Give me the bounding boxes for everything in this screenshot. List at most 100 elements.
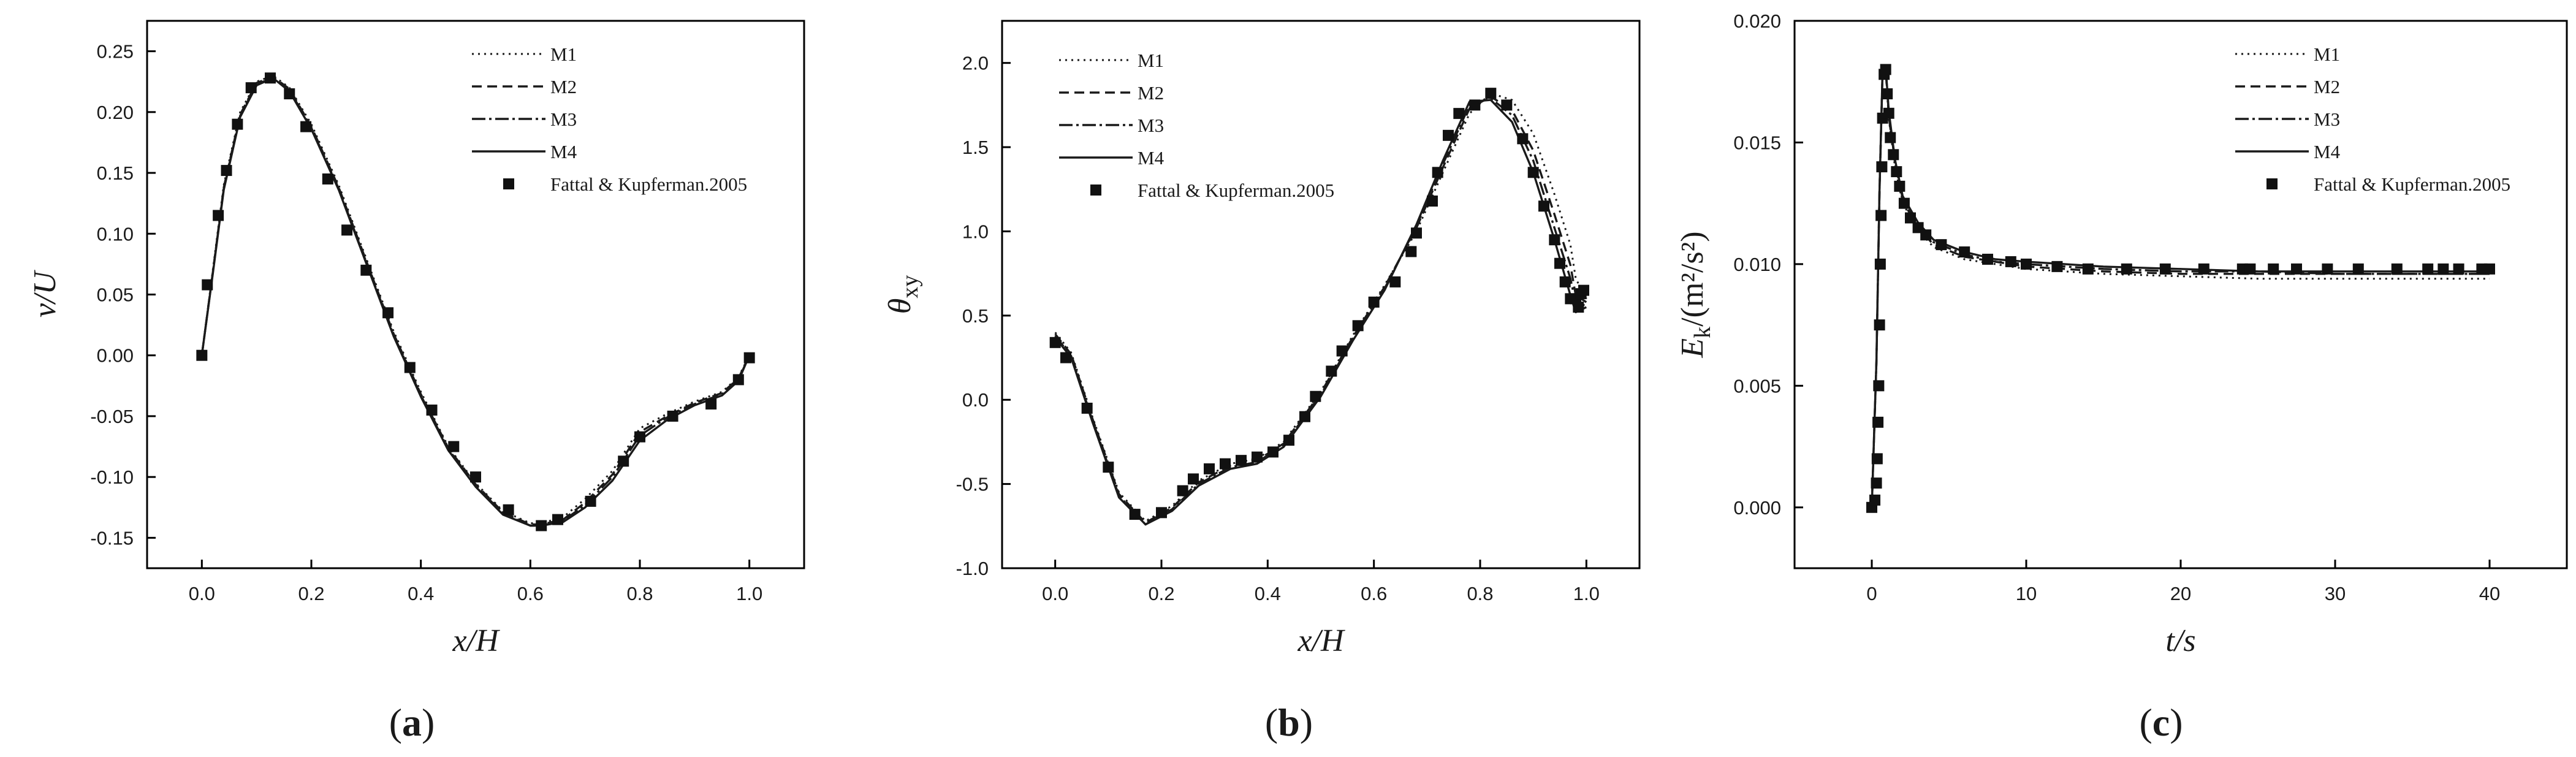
reference-marker (284, 88, 295, 100)
reference-marker (634, 431, 645, 443)
reference-marker (1869, 494, 1881, 506)
reference-marker (1883, 107, 1894, 119)
reference-marker (1573, 302, 1584, 313)
reference-marker (1874, 258, 1886, 270)
series-line-m3 (1054, 97, 1587, 526)
reference-marker (1236, 455, 1247, 466)
reference-marker (743, 352, 755, 363)
y-axis-title-subscript: xy (897, 275, 923, 299)
x-tick-label: 1.0 (736, 583, 762, 604)
series-line-m3 (200, 77, 751, 527)
reference-marker (341, 224, 353, 236)
reference-marker (1427, 196, 1438, 207)
reference-marker (1898, 197, 1910, 209)
y-tick-label: 0.05 (97, 284, 134, 306)
reference-marker (1060, 352, 1071, 363)
reference-marker (503, 504, 514, 515)
reference-marker (2437, 263, 2449, 275)
reference-marker (1885, 132, 1896, 143)
reference-marker (1469, 99, 1481, 111)
legend-label: M2 (2314, 76, 2340, 97)
panel-c: 0 10 20 30 40 0.000 0.005 0.010 0.015 0.020 t/s Ek/… (1675, 10, 2568, 744)
legend-label: Fattal & Kupferman.2005 (2314, 173, 2510, 195)
reference-marker (1188, 473, 1199, 485)
y-tick-label: 2.0 (962, 53, 989, 74)
reference-marker (470, 471, 481, 483)
y-tick-label: -0.05 (90, 406, 134, 427)
reference-marker (1527, 167, 1539, 178)
reference-marker (382, 307, 394, 319)
series-line-m1 (1871, 70, 2490, 508)
panel-label-open-paren: ( (1265, 701, 1278, 744)
reference-marker (300, 121, 312, 132)
y-tick-label: 0.015 (1733, 132, 1781, 153)
reference-marker (552, 514, 563, 525)
y-tick-label: 0.0 (962, 389, 989, 411)
reference-marker (1252, 451, 1263, 463)
reference-marker (1875, 210, 1887, 221)
legend-label: M4 (2314, 141, 2341, 162)
y-axis-title-main: θ (883, 299, 918, 314)
reference-marker (1411, 227, 1422, 239)
legend-label: M4 (1138, 147, 1165, 169)
reference-marker (1871, 477, 1882, 489)
reference-marker (221, 165, 232, 177)
reference-marker (1129, 509, 1141, 520)
reference-marker (618, 455, 629, 467)
panel-label-letter: a (402, 701, 422, 744)
x-tick-label: 0.0 (1042, 583, 1068, 604)
reference-marker (2198, 263, 2209, 275)
reference-marker (1443, 129, 1454, 141)
reference-marker (2352, 263, 2364, 275)
reference-marker (2244, 263, 2256, 275)
legend-label: M4 (550, 141, 577, 162)
legend-swatch-reference (1090, 184, 1101, 196)
x-axis-title: x/H (1297, 623, 1345, 658)
x-tick-label: 0 (1866, 583, 1877, 604)
legend-swatch-reference (2266, 178, 2278, 189)
reference-marker (732, 374, 744, 386)
reference-marker (1888, 149, 1899, 161)
y-tick-label: 0.000 (1733, 497, 1781, 519)
reference-marker (705, 398, 717, 410)
x-tick-label: 0.8 (626, 583, 653, 604)
reference-marker (213, 210, 224, 221)
legend-label: M1 (2314, 44, 2340, 65)
panel-label-letter: c (2152, 701, 2170, 744)
y-axis-title-unit: /(m²/s²) (1675, 231, 1710, 326)
series-line-m4 (1871, 66, 2490, 508)
reference-marker (265, 72, 276, 84)
reference-marker (667, 410, 678, 422)
y-tick-label: 0.5 (962, 305, 989, 327)
reference-marker (2453, 263, 2464, 275)
legend-label: Fattal & Kupferman.2005 (1138, 180, 1334, 201)
reference-marker (2322, 263, 2333, 275)
reference-marker (1549, 234, 1560, 246)
y-tick-label: 0.10 (97, 223, 134, 245)
reference-marker (2291, 263, 2302, 275)
y-axis-title: v/U (28, 270, 63, 318)
reference-marker (2021, 258, 2032, 270)
y-tick-label: -0.15 (90, 527, 134, 549)
reference-marker (404, 362, 416, 373)
x-tick-label: 0.6 (1361, 583, 1387, 604)
legend-label: M1 (550, 44, 577, 65)
series-line-m4 (1054, 99, 1587, 526)
reference-marker (1326, 365, 1337, 377)
reference-marker (1891, 166, 1902, 178)
panel-label-open-paren: ( (2139, 701, 2152, 744)
x-tick-label: 20 (2170, 583, 2191, 604)
reference-marker (1936, 239, 1947, 251)
reference-marker (2159, 263, 2171, 275)
reference-marker (1103, 462, 1114, 473)
panel-label-close-paren: ) (2170, 701, 2183, 744)
reference-marker (196, 349, 208, 361)
reference-marker (1299, 411, 1310, 422)
panel-a: 0.0 0.2 0.4 0.6 0.8 1.0 -0.15 -0.10 -0.05 0.00 0.0… (28, 20, 805, 744)
reference-marker (2121, 263, 2132, 275)
panel-label-close-paren: ) (1300, 701, 1313, 744)
y-tick-label: 0.010 (1733, 254, 1781, 275)
x-tick-label: 10 (2016, 583, 2037, 604)
panel-label-letter: b (1278, 701, 1300, 744)
